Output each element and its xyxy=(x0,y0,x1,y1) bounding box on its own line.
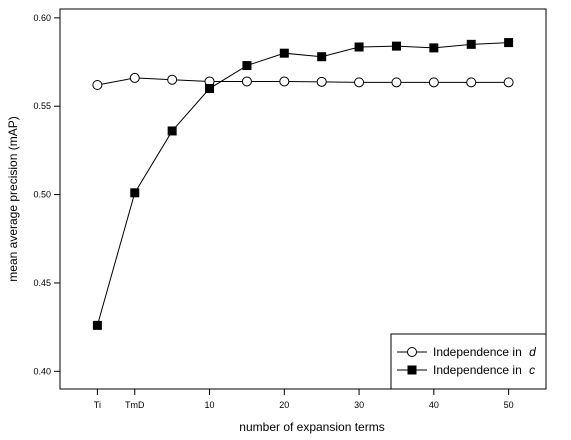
legend-label-text: Independence in xyxy=(433,363,525,377)
series-line xyxy=(96,42,509,326)
legend-box xyxy=(390,333,547,390)
data-point-circle xyxy=(92,80,103,90)
data-point-square xyxy=(167,126,177,136)
y-tick-label: 0.40 xyxy=(33,366,51,376)
data-point-circle xyxy=(466,77,477,88)
axes: 0.40 0.45 0.50 0.55 0.60 Ti TmD 10 20 30 40 50 xyxy=(33,8,547,410)
data-point-square xyxy=(92,320,102,330)
legend-marker-circle xyxy=(407,347,417,357)
series-independence-c xyxy=(92,38,514,330)
data-point-circle xyxy=(428,77,439,88)
data-point-square xyxy=(466,39,476,49)
y-tick-label: 0.45 xyxy=(33,278,51,288)
legend-label-text: Independence in xyxy=(433,345,525,359)
data-point-circle xyxy=(279,76,290,87)
data-point-circle xyxy=(241,76,252,87)
legend-label: Independence in c xyxy=(433,363,535,377)
data-point-square xyxy=(242,61,252,71)
legend-marker-square xyxy=(407,365,417,375)
series-line xyxy=(97,77,509,86)
legend-label-italic: d xyxy=(529,345,536,359)
y-tick-label: 0.55 xyxy=(33,101,51,111)
x-tick-label: Ti xyxy=(94,400,101,410)
data-point-circle xyxy=(391,77,402,88)
x-axis-title: number of expansion terms xyxy=(239,420,384,434)
y-axis-title: mean average precision (mAP) xyxy=(6,116,20,281)
data-point-square xyxy=(317,52,327,62)
data-point-circle xyxy=(354,77,365,88)
data-point-square xyxy=(130,188,140,198)
data-point-square xyxy=(205,84,215,94)
legend-label: Independence in d xyxy=(433,345,536,359)
y-tick-label: 0.50 xyxy=(33,190,51,200)
legend-label-italic: c xyxy=(529,363,535,377)
series-independence-d xyxy=(92,72,514,90)
x-tick-label: 10 xyxy=(205,400,215,410)
data-point-square xyxy=(429,43,439,53)
data-point-square xyxy=(391,41,401,51)
data-point-square xyxy=(279,48,289,58)
data-point-circle xyxy=(503,77,514,88)
data-point-circle xyxy=(129,72,140,83)
y-tick-label: 0.60 xyxy=(33,13,51,23)
x-tick-label: 50 xyxy=(504,400,514,410)
x-tick-label: TmD xyxy=(125,400,145,410)
data-point-square xyxy=(354,42,364,52)
plot-frame xyxy=(59,8,547,390)
data-point-circle xyxy=(316,76,327,87)
x-tick-label: 20 xyxy=(279,400,289,410)
series-layer xyxy=(92,38,514,330)
data-point-circle xyxy=(167,74,178,85)
data-point-square xyxy=(504,38,514,48)
x-tick-label: 40 xyxy=(429,400,439,410)
x-tick-label: 30 xyxy=(354,400,364,410)
